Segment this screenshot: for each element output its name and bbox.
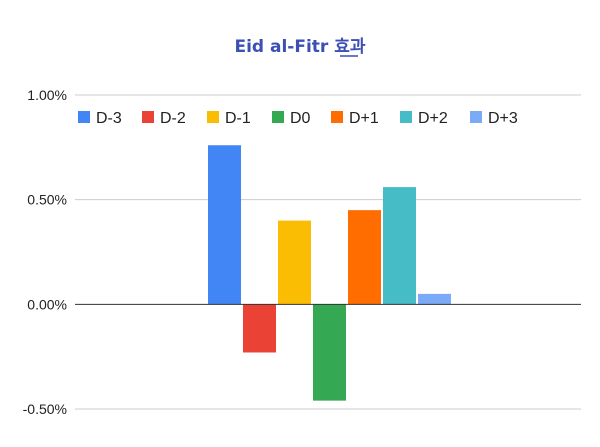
bar-d0	[313, 304, 346, 401]
legend-label: D-2	[160, 110, 186, 127]
legend-item: D-1	[207, 110, 251, 127]
legend-item: D-2	[142, 110, 186, 127]
legend-label: D+1	[349, 110, 379, 127]
legend-item: D+3	[470, 110, 518, 127]
y-axis-ticks: 1.00% 0.50% 0.00% -0.50%	[23, 87, 67, 417]
legend-swatch	[78, 111, 90, 123]
legend-item: D0	[272, 110, 311, 127]
bar-dplus2	[383, 187, 416, 305]
bar-d-3	[208, 145, 241, 305]
legend-swatch	[272, 111, 284, 123]
legend-label: D+3	[488, 110, 518, 127]
legend-label: D0	[290, 110, 311, 127]
bars	[208, 145, 451, 401]
bar-dplus1	[348, 210, 381, 305]
legend-item: D+2	[400, 110, 448, 127]
legend-item: D+1	[331, 110, 379, 127]
bar-d-2	[243, 304, 276, 353]
legend-swatch	[142, 111, 154, 123]
legend-swatch	[400, 111, 412, 123]
y-tick-label: 0.00%	[27, 296, 67, 312]
bar-d-1	[278, 220, 311, 305]
legend-swatch	[331, 111, 343, 123]
bar-dplus3	[418, 293, 451, 305]
legend-swatch	[470, 111, 482, 123]
legend-item: D-3	[78, 110, 122, 127]
gridlines	[75, 94, 581, 410]
legend-label: D-1	[225, 110, 251, 127]
y-tick-label: -0.50%	[23, 401, 67, 417]
legend-label: D-3	[96, 110, 122, 127]
legend: D-3 D-2 D-1 D0 D+1 D+2 D+3	[78, 110, 518, 127]
legend-swatch	[207, 111, 219, 123]
legend-label: D+2	[418, 110, 448, 127]
y-tick-label: 0.50%	[27, 192, 67, 208]
y-tick-label: 1.00%	[27, 87, 67, 103]
chart-title: Eid al-Fitr 효과	[234, 37, 365, 57]
